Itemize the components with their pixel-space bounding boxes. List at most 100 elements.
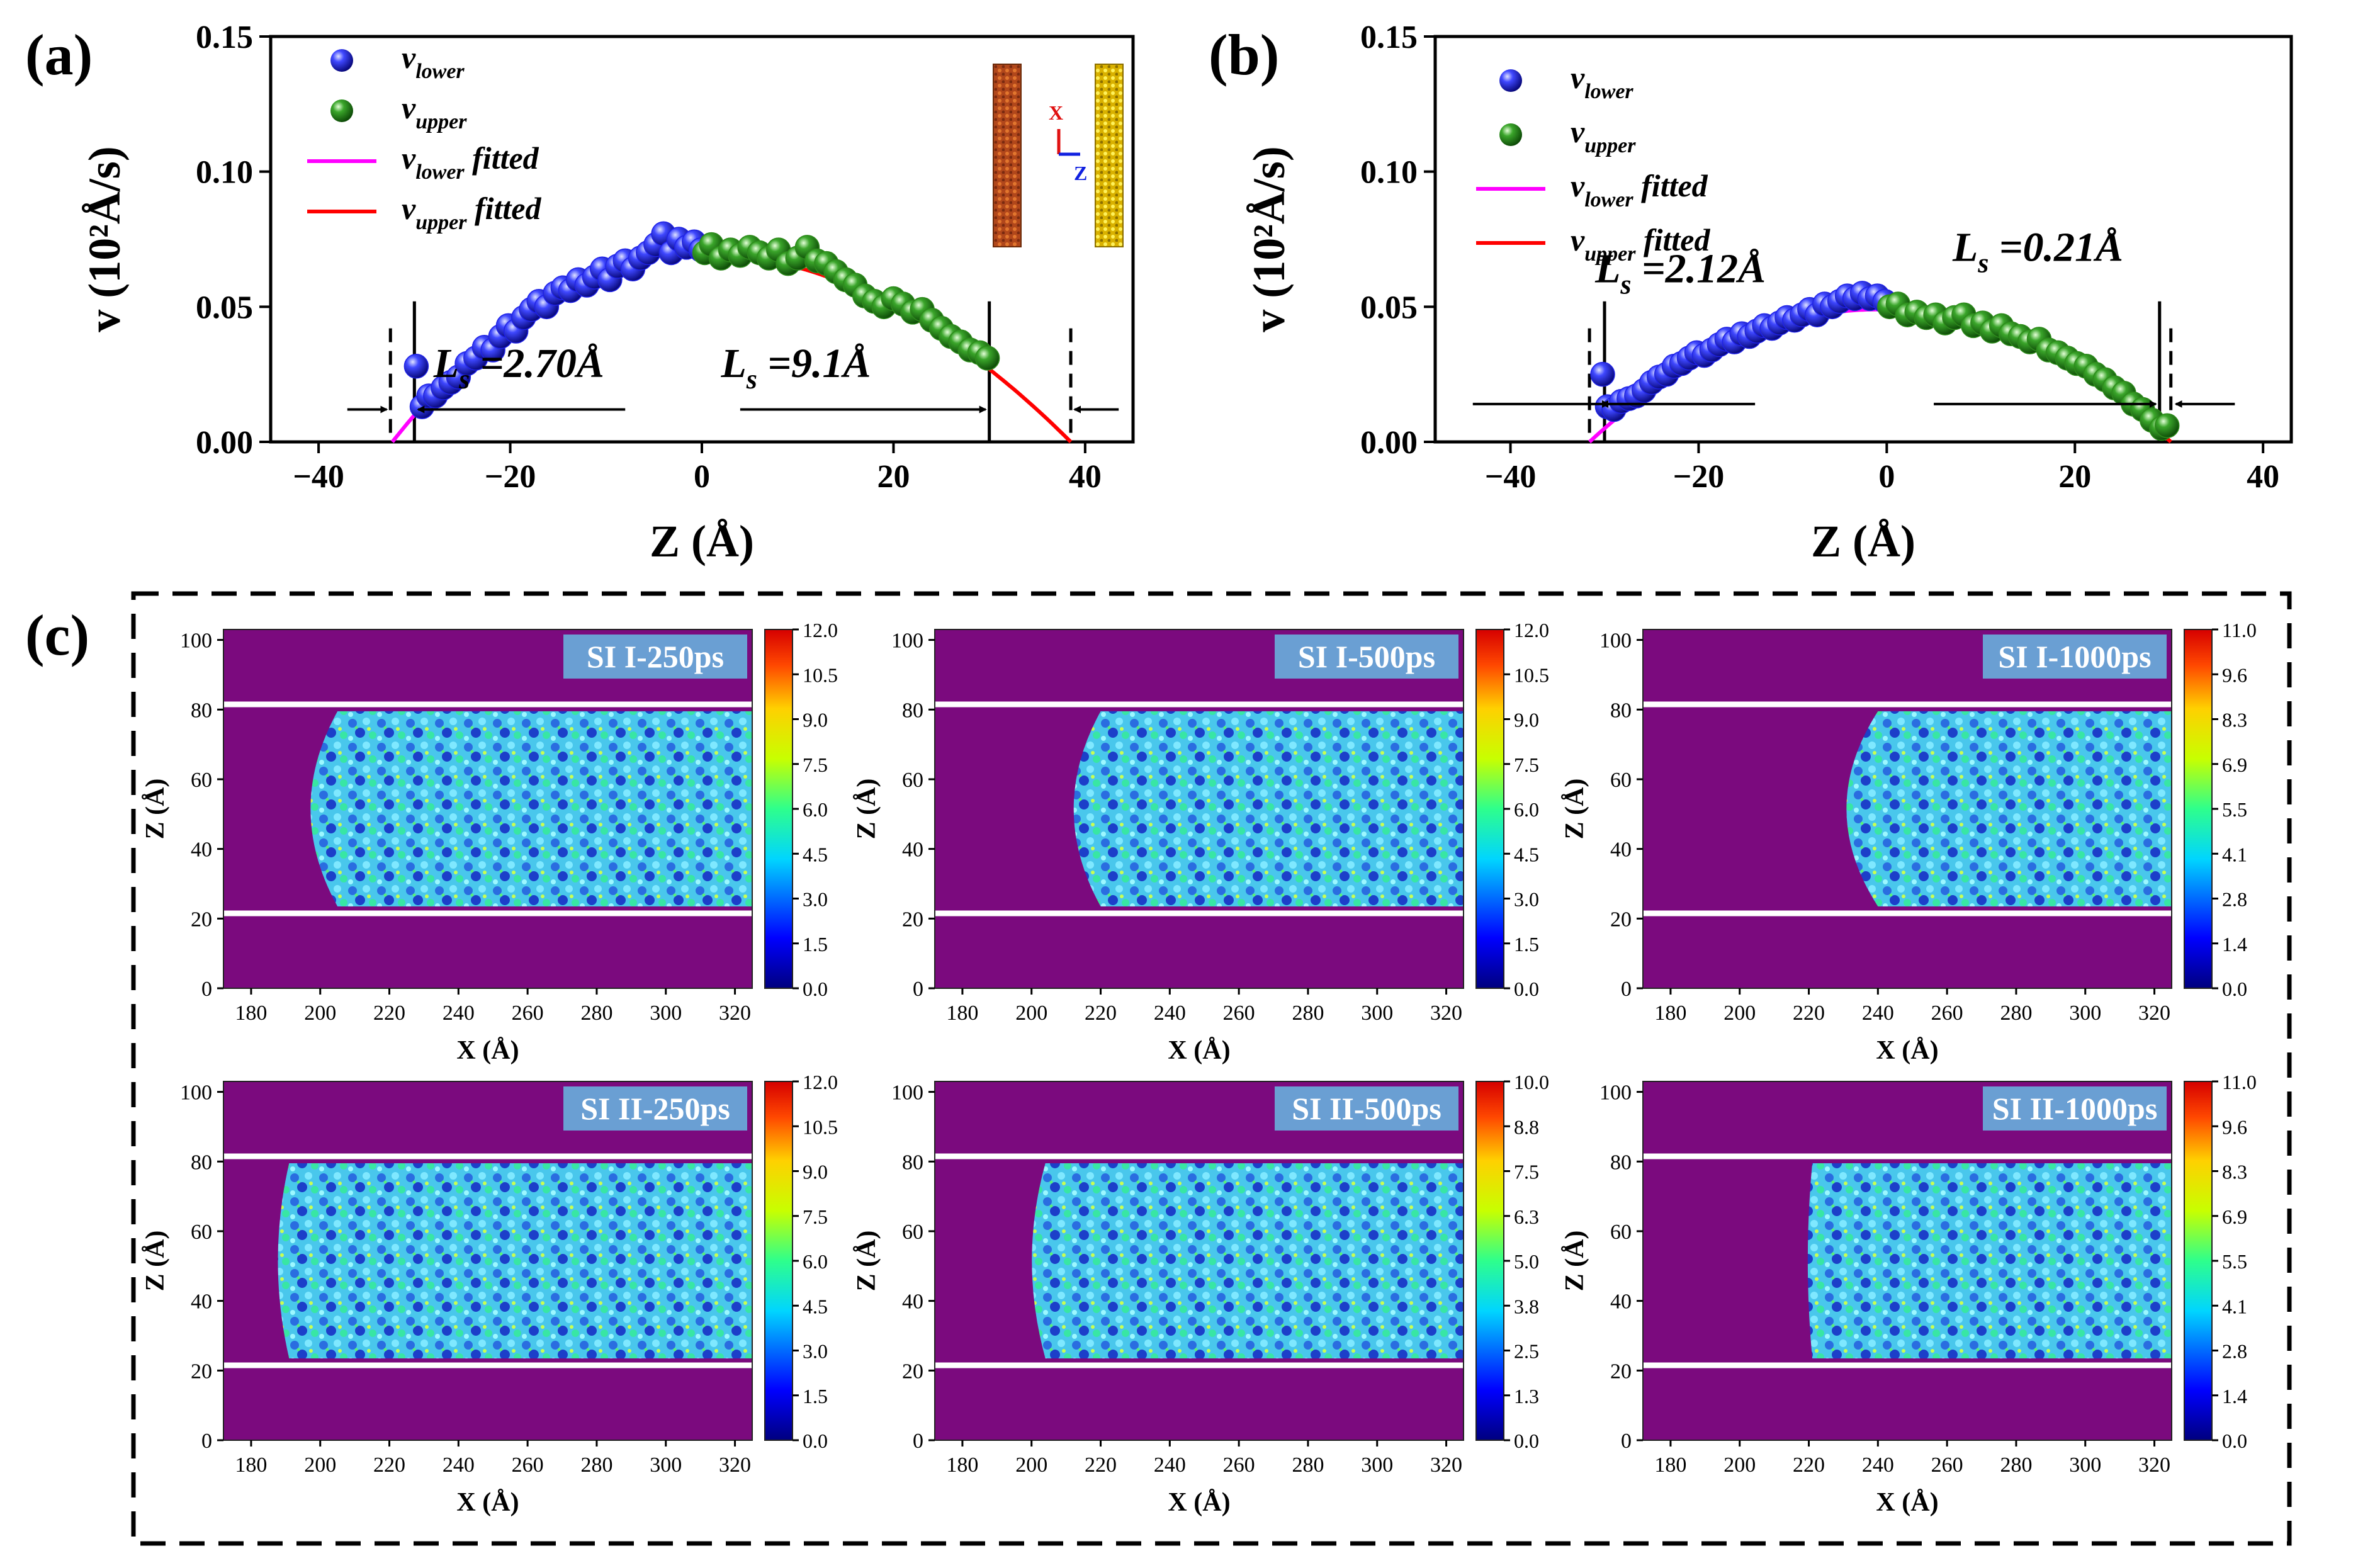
panel-b-label: (b) [1209, 23, 1279, 87]
colorbar-label: 6.0 [803, 1250, 828, 1273]
x-tick-label: 260 [1223, 1453, 1255, 1477]
colorbar-label: 10.5 [803, 1115, 838, 1138]
x-axis-title: X (Å) [456, 1036, 519, 1065]
y-tick-label: 40 [191, 1290, 212, 1314]
x-tick-label: 220 [373, 1001, 405, 1025]
legend-label: vupper fitted [1571, 222, 1710, 266]
x-tick-label: −20 [1673, 459, 1725, 495]
map-title-box [1275, 1086, 1458, 1131]
y-tick-label: 0 [1621, 978, 1632, 1001]
x-tick-label: 240 [1154, 1453, 1186, 1477]
y-tick-label: 80 [1610, 699, 1632, 722]
colorbar [764, 629, 793, 989]
slip-length-right-label: Ls =9.1Å [720, 341, 871, 395]
x-tick-label: 180 [235, 1453, 267, 1477]
y-tick-label: 20 [902, 1360, 923, 1383]
map-title-box [563, 635, 747, 679]
x-axis-title: Z (Å) [650, 516, 754, 567]
inset-x-label: X [1049, 101, 1063, 124]
y-tick-label: 60 [191, 769, 212, 792]
y-tick-label: 40 [902, 1290, 923, 1314]
x-tick-label: 40 [1069, 459, 1102, 495]
x-tick-label: 320 [2138, 1001, 2170, 1025]
heatmap-1: SI I-250ps 180 200 220 240 260 280 300 320 0 20 40 6… [141, 619, 838, 1065]
colorbar-label: 10.5 [803, 663, 838, 686]
colorbar-label: 7.5 [803, 753, 828, 776]
y-tick-label: 40 [1610, 1290, 1632, 1314]
colorbar [1475, 629, 1504, 989]
inset-lower-wall [993, 64, 1022, 247]
colorbar-label: 8.3 [2222, 1161, 2247, 1183]
x-tick-label: 280 [2000, 1453, 2032, 1477]
x-axis-title: X (Å) [1876, 1036, 1938, 1065]
heatmap-5: SI II-500ps 180 200 220 240 260 280 300 320 0 20 40… [852, 1071, 1549, 1517]
x-axis-title: X (Å) [456, 1488, 519, 1517]
colorbar [1475, 1081, 1504, 1441]
y-tick-label: 0 [201, 978, 212, 1001]
y-tick-label: 20 [902, 908, 923, 931]
colorbar-label: 1.4 [2222, 933, 2247, 956]
colorbar-label: 1.3 [1514, 1385, 1539, 1407]
y-axis-title: Z (Å) [1560, 1231, 1589, 1292]
colorbar-label: 4.1 [2222, 1295, 2247, 1317]
map-title: SI I-1000ps [1998, 639, 2151, 674]
x-tick-label: 260 [512, 1001, 544, 1025]
colorbar-label: 11.0 [2222, 619, 2257, 641]
colorbar-label: 0.0 [803, 1430, 828, 1452]
hydrate-region [1073, 711, 1464, 906]
y-tick-label: 0.10 [196, 155, 253, 191]
map-title-box [1983, 1086, 2167, 1131]
hydrate-region [278, 1163, 752, 1358]
map-frame [934, 629, 1464, 989]
x-tick-label: 200 [1015, 1001, 1047, 1025]
colorbar-label: 9.0 [1514, 709, 1539, 731]
x-axis-title: X (Å) [1168, 1488, 1230, 1517]
y-tick-label: 100 [180, 1081, 212, 1105]
panel-c-dashed-frame [131, 591, 2292, 1546]
x-tick-label: 0 [694, 459, 710, 495]
x-tick-label: 220 [1085, 1001, 1117, 1025]
x-tick-label: 320 [1430, 1453, 1462, 1477]
colorbar-label: 12.0 [803, 1071, 838, 1093]
x-tick-label: 180 [235, 1001, 267, 1025]
colorbar [2184, 629, 2213, 989]
x-axis-title: Z (Å) [1811, 516, 1915, 567]
x-tick-label: 180 [946, 1001, 978, 1025]
colorbar-label: 6.0 [1514, 798, 1539, 821]
colorbar-label: 4.5 [803, 1295, 828, 1317]
y-tick-label: 60 [902, 1221, 923, 1244]
data-point-v_lower [1590, 361, 1615, 387]
legend-marker [330, 99, 353, 122]
x-tick-label: 40 [2247, 459, 2279, 495]
colorbar-label: 0.0 [803, 978, 828, 1000]
map-title: SI I-250ps [587, 639, 724, 674]
colorbar-label: 9.6 [2222, 1115, 2247, 1138]
y-tick-label: 20 [1610, 908, 1632, 931]
y-tick-label: 80 [191, 1151, 212, 1174]
map-frame [223, 1081, 753, 1441]
colorbar-label: 3.8 [1514, 1295, 1539, 1317]
x-tick-label: 240 [1862, 1001, 1894, 1025]
chart-panel-a: −40 −20 0 20 40 0.00 0.05 0.10 0.15 Z (Å) v (10²Å/… [79, 20, 1135, 567]
colorbar-label: 9.6 [2222, 663, 2247, 686]
colorbar-label: 12.0 [1514, 619, 1549, 641]
y-tick-label: 60 [1610, 1221, 1632, 1244]
colorbar-label: 3.0 [803, 888, 828, 911]
y-tick-label: 40 [1610, 838, 1632, 862]
x-tick-label: 240 [443, 1453, 475, 1477]
hydrate-region [310, 711, 753, 906]
y-axis-title: Z (Å) [852, 779, 881, 840]
colorbar [764, 1081, 793, 1441]
colorbar-label: 11.0 [2222, 1071, 2257, 1093]
y-tick-label: 100 [891, 629, 923, 653]
x-tick-label: 240 [1862, 1453, 1894, 1477]
colorbar-label: 0.0 [2222, 1430, 2247, 1452]
map-title-box [1983, 635, 2167, 679]
colorbar-label: 0.0 [2222, 978, 2247, 1000]
y-tick-label: 20 [191, 908, 212, 931]
y-tick-label: 80 [1610, 1151, 1632, 1174]
y-tick-label: 80 [902, 1151, 923, 1174]
y-tick-label: 0 [201, 1430, 212, 1453]
